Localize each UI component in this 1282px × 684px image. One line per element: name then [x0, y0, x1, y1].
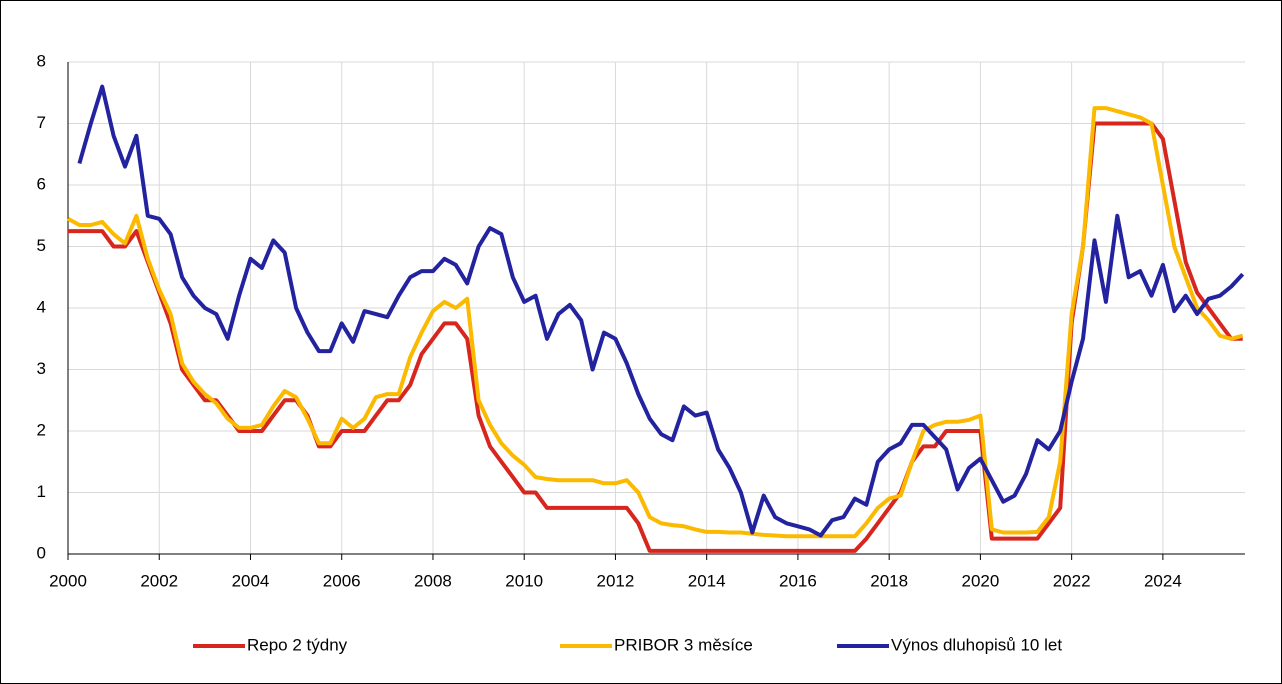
legend-label: Repo 2 týdny: [247, 635, 348, 654]
x-tick-label: 2008: [414, 571, 452, 590]
y-tick-label: 6: [37, 174, 46, 193]
legend-label: PRIBOR 3 měsíce: [614, 635, 753, 654]
y-tick-label: 0: [37, 543, 46, 562]
y-tick-label: 8: [37, 51, 46, 70]
series-line: [68, 121, 1243, 553]
x-tick-label: 2024: [1144, 571, 1182, 590]
y-tick-label: 7: [37, 113, 46, 132]
y-tick-label: 3: [37, 359, 46, 378]
legend-label: Výnos dluhopisů 10 let: [891, 635, 1062, 654]
y-tick-label: 5: [37, 236, 46, 255]
x-tick-label: 2018: [870, 571, 908, 590]
x-tick-label: 2010: [505, 571, 543, 590]
x-tick-label: 2020: [961, 571, 999, 590]
x-tick-label: 2016: [779, 571, 817, 590]
y-tick-label: 2: [37, 420, 46, 439]
y-tick-label: 4: [37, 297, 46, 316]
x-tick-label: 2012: [597, 571, 635, 590]
x-tick-label: 2004: [232, 571, 270, 590]
x-tick-label: 2014: [688, 571, 726, 590]
series-line: [77, 84, 1245, 538]
x-tick-label: 2000: [49, 571, 87, 590]
series-line: [67, 106, 1244, 539]
x-tick-label: 2022: [1053, 571, 1091, 590]
x-tick-label: 2002: [140, 571, 178, 590]
y-tick-label: 1: [37, 482, 46, 501]
x-tick-label: 2006: [323, 571, 361, 590]
